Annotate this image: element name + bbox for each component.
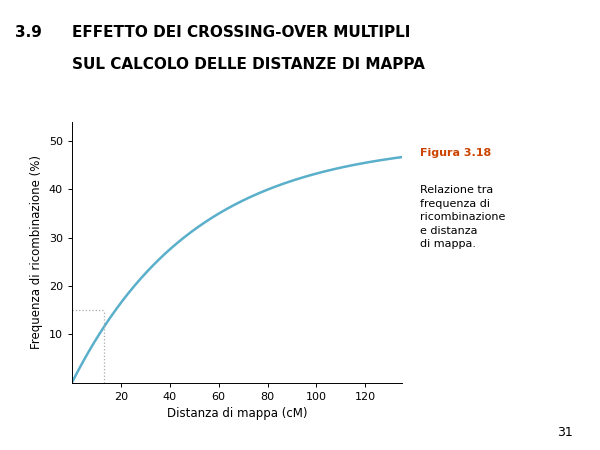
Text: Figura 3.18: Figura 3.18 [420,148,491,157]
Text: 31: 31 [557,426,573,439]
Text: EFFETTO DEI CROSSING-OVER MULTIPLI: EFFETTO DEI CROSSING-OVER MULTIPLI [72,25,410,40]
Text: SUL CALCOLO DELLE DISTANZE DI MAPPA: SUL CALCOLO DELLE DISTANZE DI MAPPA [72,57,425,72]
Text: Relazione tra
frequenza di
ricombinazione
e distanza
di mappa.: Relazione tra frequenza di ricombinazion… [420,185,505,249]
Y-axis label: Frequenza di ricombinazione (%): Frequenza di ricombinazione (%) [30,155,43,349]
X-axis label: Distanza di mappa (cM): Distanza di mappa (cM) [167,407,307,420]
Text: 3.9: 3.9 [15,25,42,40]
